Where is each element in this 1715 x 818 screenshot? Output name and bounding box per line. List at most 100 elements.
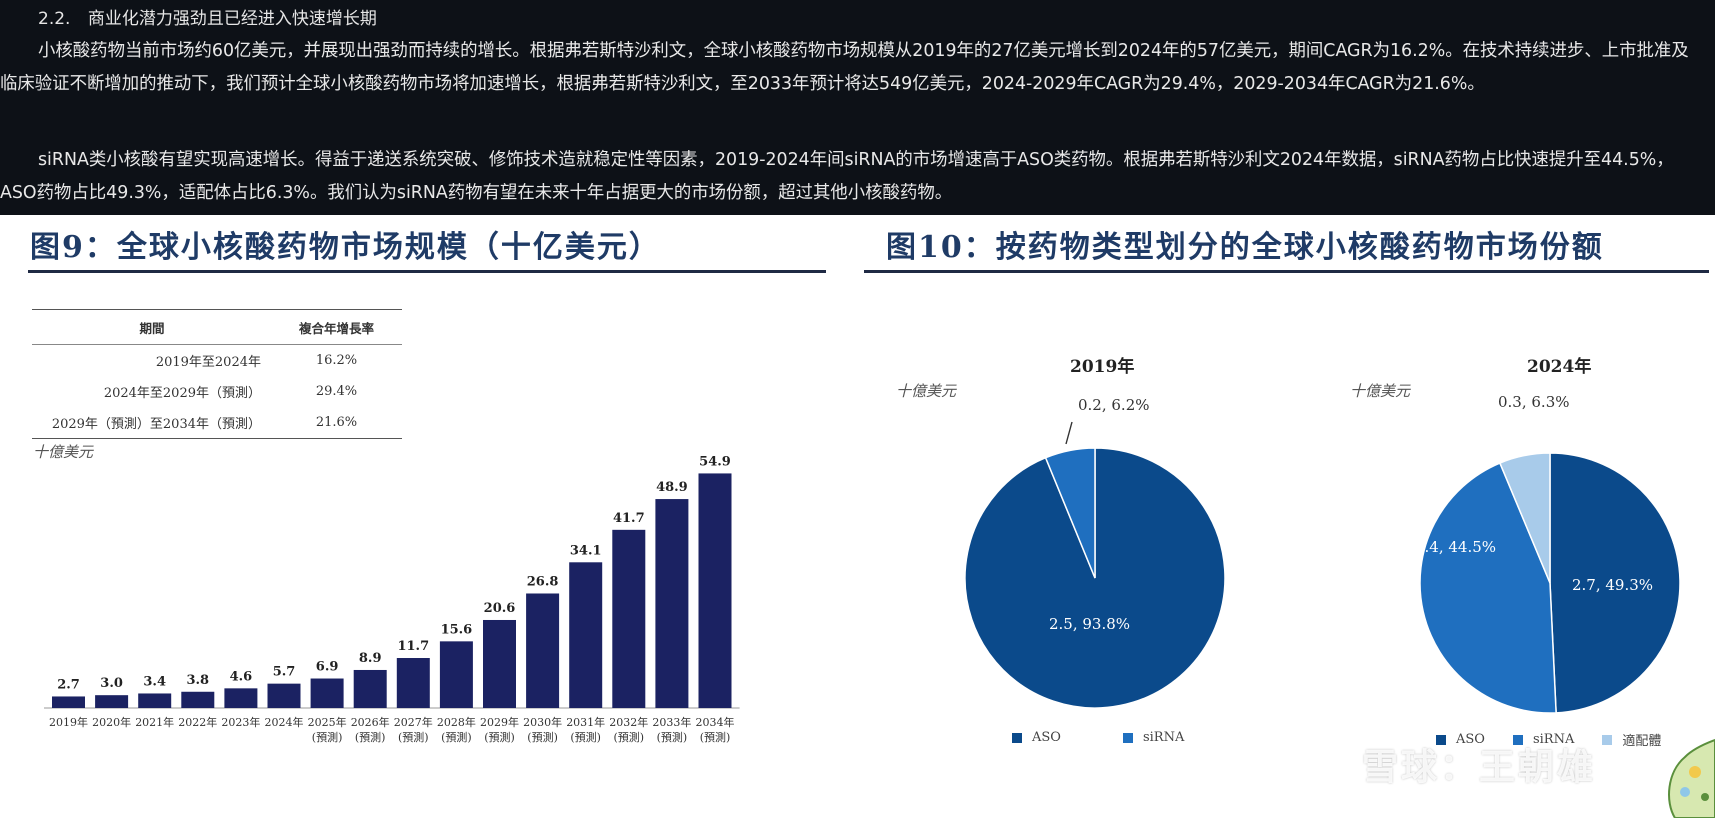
pie-slice-適配體 [1498, 452, 1551, 584]
legend-swatch-sirna [1512, 734, 1523, 745]
cagr-period: 2029年（預測）至2034年（預測） [32, 407, 271, 439]
pie-2019-unit: 十億美元 [896, 382, 957, 400]
fig9-title-rule [28, 270, 826, 273]
pie-2024-label-aptamer: 0.3, 6.3% [1498, 393, 1570, 411]
x-tick-label: 2029年 [480, 715, 519, 729]
article-text-section: 2.2. 商业化潜力强劲且已经进入快速增长期 小核酸药物当前市场约60亿美元，并… [0, 0, 1715, 215]
pie-2024-unit: 十億美元 [1350, 382, 1411, 400]
section-heading: 2.2. 商业化潜力强劲且已经进入快速增长期 [38, 4, 377, 29]
bar [526, 593, 560, 708]
x-tick-label: 2026年 [351, 715, 390, 729]
x-tick-label: 2027年 [394, 715, 433, 729]
bar [310, 678, 344, 708]
bar [569, 562, 603, 708]
x-tick-label-forecast: (預測) [484, 730, 515, 744]
bar-value-label: 3.0 [100, 676, 123, 691]
bar-chart: 2.7 2019年 3.0 2020年 3.4 2021年 3.8 2022年 4.6 2023年… [44, 454, 740, 744]
bar [181, 691, 215, 708]
bar-value-label: 34.1 [570, 543, 602, 558]
pie-2019-label-sirna: 0.2, 6.2% [1078, 396, 1150, 414]
fig10-title: 图10：按药物类型划分的全球小核酸药物市场份额 [886, 230, 1604, 265]
x-tick-label-forecast: (預測) [700, 730, 731, 744]
cagr-rate: 29.4% [315, 384, 358, 399]
legend-item-aptamer: 適配體 [1602, 730, 1661, 749]
bar [655, 499, 689, 708]
pie-2019-legend: ASO siRNA [1012, 730, 1184, 745]
bar [95, 695, 129, 708]
bar-value-label: 2.7 [57, 677, 80, 692]
bar [267, 683, 301, 708]
bar [353, 669, 387, 708]
watermark-text: 雪球：王朝雄 [1362, 747, 1597, 788]
legend-label-sirna: siRNA [1532, 732, 1575, 747]
corner-decoration-icon [1668, 738, 1715, 818]
watermark-logo-icon [1296, 738, 1350, 792]
legend-label-aso: ASO [1032, 730, 1061, 745]
legend-label-aptamer: 適配體 [1622, 734, 1662, 749]
bar [138, 693, 172, 708]
legend-swatch-aso [1012, 732, 1022, 743]
pie-2019-title: 2019年 [1070, 357, 1135, 377]
x-tick-label: 2023年 [221, 715, 260, 729]
pie-slice-sirna [1419, 462, 1557, 714]
x-tick-label: 2021年 [135, 715, 174, 729]
bar-value-label: 54.9 [699, 454, 731, 469]
bar-value-label: 48.9 [656, 480, 688, 495]
x-tick-label-forecast: (預測) [657, 730, 688, 744]
cagr-header-period: 期間 [32, 309, 271, 345]
legend-item-sirna: siRNA [1512, 730, 1575, 749]
bar-value-label: 11.7 [397, 639, 429, 654]
x-tick-label-forecast: (預測) [355, 730, 386, 744]
legend-swatch-aso [1436, 734, 1446, 745]
cagr-period: 2024年至2029年（預測） [103, 386, 261, 401]
paragraph-market-size: 小核酸药物当前市场约60亿美元，并展现出强劲而持续的增长。根据弗若斯特沙利文，全… [0, 41, 1689, 94]
bar-value-label: 8.9 [359, 651, 382, 666]
cagr-rate: 21.6% [271, 407, 402, 439]
x-tick-label: 2022年 [178, 715, 217, 729]
bar-value-label: 26.8 [527, 574, 559, 589]
table-row: 2019年至2024年 16.2% [32, 345, 402, 377]
bar-value-label: 3.8 [186, 673, 209, 688]
bar [698, 473, 732, 708]
legend-item-aso: ASO [1436, 730, 1485, 749]
pie-2019-leader-line [1065, 421, 1073, 445]
x-tick-label: 2032年 [609, 715, 648, 729]
x-tick-label: 2020年 [92, 715, 131, 729]
x-tick-label: 2030年 [523, 715, 562, 729]
bar [52, 696, 85, 708]
cagr-period: 2019年至2024年 [155, 355, 261, 370]
paragraph-sirna: siRNA类小核酸有望实现高速增长。得益于递送系统突破、修饰技术造就稳定性等因素… [0, 150, 1674, 203]
x-tick-label: 2031年 [566, 715, 605, 729]
bar-value-label: 4.6 [230, 669, 253, 684]
cagr-rate: 16.2% [315, 353, 358, 368]
x-tick-label-forecast: (預測) [398, 730, 429, 744]
table-row: 2024年至2029年（預測） 29.4% [32, 376, 402, 407]
pie-chart-2024 [1419, 452, 1681, 714]
bar [439, 641, 473, 708]
legend-item-aso: ASO [1012, 730, 1061, 745]
pie-2024-title: 2024年 [1527, 357, 1592, 377]
pie-2019-label-aso: 2.5, 93.8% [1049, 615, 1131, 633]
legend-label-aso: ASO [1456, 732, 1485, 747]
pie-chart-2019 [964, 447, 1226, 709]
bar [612, 529, 646, 708]
fig9-unit-label: 十億美元 [33, 443, 94, 461]
legend-swatch-sirna [1122, 732, 1133, 743]
bar [224, 688, 258, 708]
bar-value-label: 15.6 [441, 622, 473, 637]
bar-value-label: 6.9 [316, 660, 339, 675]
table-row: 2029年（預測）至2034年（預測） 21.6% [32, 407, 402, 439]
pie-slice-sirna [1044, 447, 1096, 579]
pie-2024-legend: ASO siRNA 適配體 [1436, 730, 1661, 749]
pie-slice-aso [1549, 452, 1681, 714]
section-title: 商业化潜力强劲且已经进入快速增长期 [87, 9, 377, 29]
bar-value-label: 20.6 [484, 601, 516, 616]
x-tick-label: 2024年 [265, 715, 304, 729]
x-tick-label: 2025年 [308, 715, 347, 729]
pie-2024-label-aso: 2.7, 49.3% [1572, 576, 1654, 594]
x-tick-label: 2019年 [49, 715, 88, 729]
x-tick-label: 2033年 [652, 715, 691, 729]
legend-swatch-aptamer [1602, 734, 1613, 745]
legend-item-sirna: siRNA [1122, 730, 1184, 745]
bar [483, 619, 516, 708]
